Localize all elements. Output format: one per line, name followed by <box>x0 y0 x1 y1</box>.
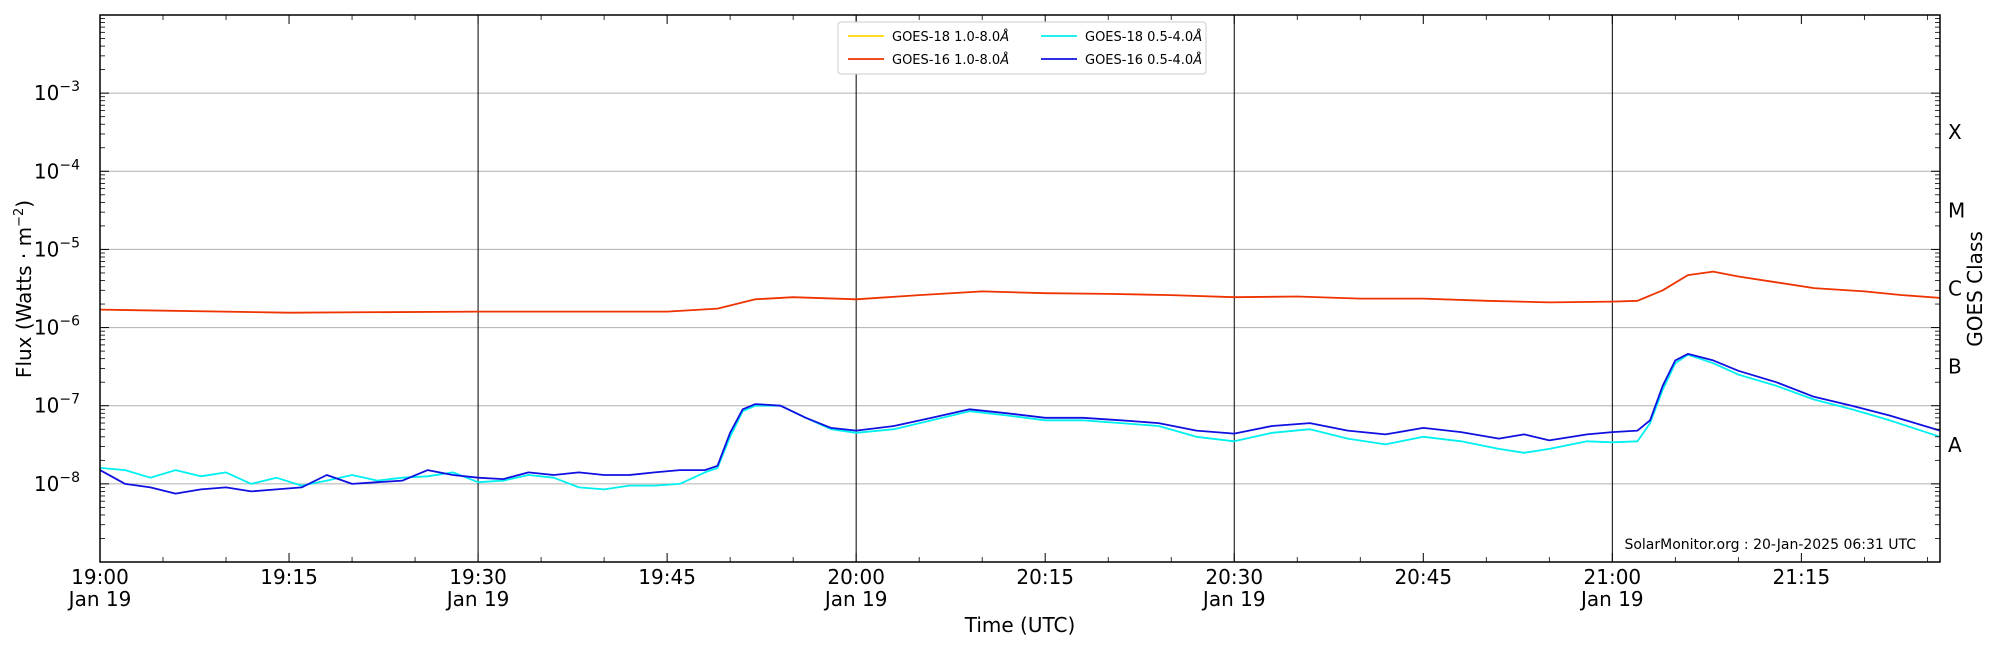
xtick-label-9: 21:15 <box>1773 565 1831 589</box>
goes-class-labels: X M C B A <box>1948 120 1965 457</box>
ytick-label-exponent: −4 <box>59 157 80 173</box>
legend-label-1: GOES-16 1.0-8.0Å <box>892 52 1009 68</box>
ytick-label-mantissa: 10 <box>34 81 59 105</box>
goes-class-x: X <box>1948 120 1962 144</box>
ytick-label-mantissa: 10 <box>34 237 59 261</box>
ytick-label-mantissa: 10 <box>34 316 59 340</box>
xtick-date-label-0: Jan 19 <box>67 587 132 611</box>
legend-box <box>837 21 1207 75</box>
y-axis-title-close: ) <box>12 200 36 208</box>
ytick-label-exponent: −6 <box>59 314 80 330</box>
ytick-label-3: 10−5 <box>34 235 80 261</box>
y-axis-title: Flux (Watts · m−2) <box>12 200 36 378</box>
legend-label-name: GOES-16 1.0-8.0 <box>892 53 1000 68</box>
xtick-label-8: 21:00 <box>1584 565 1642 589</box>
xtick-label-5: 20:15 <box>1016 565 1074 589</box>
xtick-date-label-4: Jan 19 <box>823 587 888 611</box>
series-line-1 <box>99 353 1941 491</box>
series-lines <box>99 270 1941 495</box>
series-line-2 <box>99 352 1941 495</box>
xtick-date-label-6: Jan 19 <box>1201 587 1266 611</box>
xtick-date-label-2: Jan 19 <box>445 587 510 611</box>
legend-label-unit: Å <box>999 52 1009 68</box>
legend-label-name: GOES-16 0.5-4.0 <box>1085 53 1193 68</box>
goes-class-c: C <box>1948 277 1962 301</box>
xtick-label-6: 20:30 <box>1205 565 1263 589</box>
legend-label-name: GOES-18 0.5-4.0 <box>1085 30 1193 45</box>
xtick-label-4: 20:00 <box>827 565 885 589</box>
goes-class-m: M <box>1948 198 1965 222</box>
legend-label-3: GOES-16 0.5-4.0Å <box>1085 52 1202 68</box>
right-axis-title: GOES Class <box>1963 231 1987 347</box>
legend-label-name: GOES-18 1.0-8.0 <box>892 30 1000 45</box>
xtick-label-3: 19:45 <box>638 565 696 589</box>
goes-class-b: B <box>1948 355 1962 379</box>
grid-lines <box>100 92 1940 485</box>
goes-class-a: A <box>1948 433 1962 457</box>
ytick-label-exponent: −5 <box>59 235 80 251</box>
legend-label-unit: Å <box>1192 29 1202 45</box>
ytick-label-0: 10−8 <box>34 470 80 496</box>
y-axis-title-exponent: −2 <box>12 208 27 227</box>
legend-label-unit: Å <box>999 29 1009 45</box>
ytick-label-5: 10−3 <box>34 79 80 105</box>
ytick-label-mantissa: 10 <box>34 472 59 496</box>
ytick-label-exponent: −3 <box>59 79 80 95</box>
y-axis-ticks: 10−810−710−610−510−410−3 <box>34 18 1940 539</box>
xtick-label-2: 19:30 <box>449 565 507 589</box>
ytick-label-mantissa: 10 <box>34 159 59 183</box>
ytick-label-exponent: −7 <box>59 392 80 408</box>
y-axis-title-main: Flux (Watts · m <box>12 227 36 378</box>
legend-label-unit: Å <box>1192 52 1202 68</box>
xtick-label-0: 19:00 <box>71 565 129 589</box>
xtick-label-7: 20:45 <box>1394 565 1452 589</box>
legend-label-0: GOES-18 1.0-8.0Å <box>892 29 1009 45</box>
legend-label-2: GOES-18 0.5-4.0Å <box>1085 29 1202 45</box>
ytick-label-2: 10−6 <box>34 314 80 340</box>
ytick-label-1: 10−7 <box>34 392 80 418</box>
plot-frame <box>99 14 1941 563</box>
series-line-0 <box>99 270 1941 314</box>
xtick-label-1: 19:15 <box>260 565 318 589</box>
x-axis-title: Time (UTC) <box>964 613 1076 637</box>
ytick-label-mantissa: 10 <box>34 394 59 418</box>
ytick-label-4: 10−4 <box>34 157 80 183</box>
ytick-label-exponent: −8 <box>59 470 80 486</box>
xtick-date-label-8: Jan 19 <box>1579 587 1644 611</box>
credit-text: SolarMonitor.org : 20-Jan-2025 06:31 UTC <box>1624 537 1916 553</box>
